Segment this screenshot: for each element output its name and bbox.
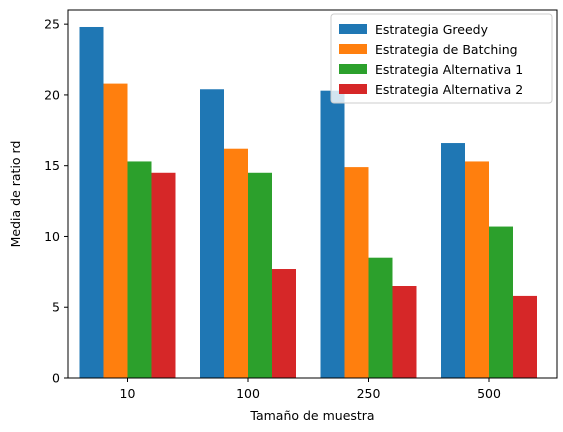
bars-group bbox=[79, 26, 537, 378]
bar-2-100 bbox=[224, 148, 248, 378]
legend: Estrategia Greedy Estrategia de Batching E… bbox=[330, 13, 553, 104]
bar-2-10 bbox=[103, 83, 128, 378]
x-tick-label: 250 bbox=[357, 386, 381, 401]
y-axis-ticks: 0 5 10 15 20 25 bbox=[44, 17, 68, 386]
y-tick-label: 25 bbox=[44, 17, 60, 32]
y-axis-label: Media de ratio rd bbox=[8, 141, 23, 248]
plot-frame bbox=[67, 9, 558, 379]
bar-3-100 bbox=[248, 172, 272, 378]
x-tick-label: 500 bbox=[477, 386, 501, 401]
legend-label-2: Estrategia de Batching bbox=[375, 42, 518, 57]
legend-label-3: Estrategia Alternativa 1 bbox=[375, 62, 523, 77]
bar-2-250 bbox=[344, 167, 369, 378]
legend-swatch-3 bbox=[339, 64, 367, 74]
bar-4-250 bbox=[392, 286, 417, 378]
bar-4-500 bbox=[513, 295, 537, 378]
bar-1-500 bbox=[441, 143, 465, 378]
bar-3-500 bbox=[489, 226, 513, 378]
x-axis-label: Tamaño de muestra bbox=[249, 408, 374, 423]
bar-4-10 bbox=[151, 172, 176, 378]
legend-label-4: Estrategia Alternativa 2 bbox=[375, 82, 523, 97]
bar-1-10 bbox=[79, 26, 104, 378]
bar-1-100 bbox=[200, 89, 224, 378]
y-tick-label: 15 bbox=[44, 158, 60, 173]
x-tick-label: 100 bbox=[236, 386, 260, 401]
bar-3-10 bbox=[127, 161, 152, 378]
legend-box bbox=[330, 13, 553, 104]
x-axis-ticks: 10 100 250 500 bbox=[120, 378, 501, 401]
y-tick-label: 0 bbox=[52, 371, 60, 386]
legend-swatch-1 bbox=[339, 24, 367, 34]
bar-1-250 bbox=[320, 90, 345, 378]
y-tick-label: 20 bbox=[44, 87, 60, 102]
legend-label-1: Estrategia Greedy bbox=[375, 22, 489, 37]
x-tick-label: 10 bbox=[120, 386, 136, 401]
bar-4-100 bbox=[272, 269, 296, 378]
y-tick-label: 5 bbox=[52, 300, 60, 315]
bar-3-250 bbox=[368, 257, 393, 378]
legend-swatch-4 bbox=[339, 84, 367, 94]
bar-2-500 bbox=[465, 161, 489, 378]
legend-swatch-2 bbox=[339, 44, 367, 54]
y-tick-label: 10 bbox=[44, 229, 60, 244]
